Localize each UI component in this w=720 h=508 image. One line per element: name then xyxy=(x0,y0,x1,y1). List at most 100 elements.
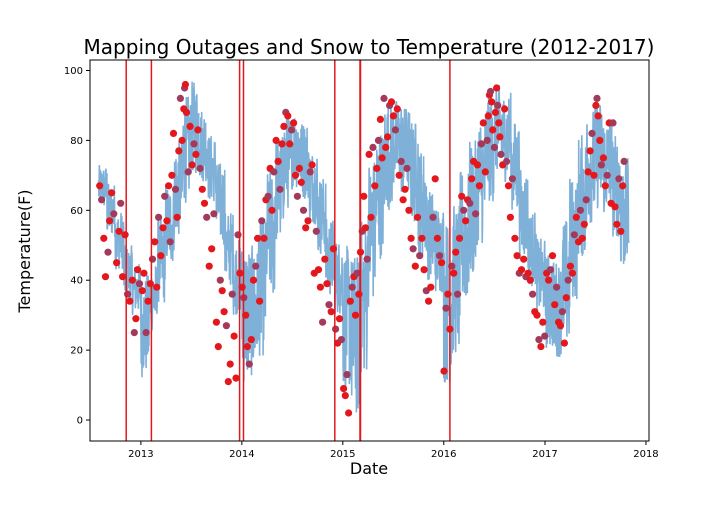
outage-point xyxy=(343,371,351,379)
outage-point xyxy=(119,273,127,281)
outage-point xyxy=(169,129,178,137)
outage-point xyxy=(617,227,625,235)
outage-point xyxy=(369,143,377,151)
outage-point xyxy=(546,266,555,274)
outage-point xyxy=(481,168,489,176)
outage-point xyxy=(580,220,588,228)
outage-point xyxy=(603,171,611,179)
outage-point xyxy=(299,206,308,214)
outage-point xyxy=(594,112,602,120)
outage-point xyxy=(332,325,340,333)
outage-point xyxy=(208,245,216,253)
outage-point xyxy=(106,217,114,225)
outage-point xyxy=(494,101,502,109)
outage-point xyxy=(468,175,476,183)
outage-point xyxy=(533,311,541,319)
outage-point xyxy=(496,133,504,141)
outage-point xyxy=(113,259,121,267)
outage-point xyxy=(529,290,537,298)
x-tick-label: 2017 xyxy=(532,449,557,460)
outage-point xyxy=(276,185,284,193)
y-tick-label: 60 xyxy=(70,206,83,217)
outage-point xyxy=(284,112,292,120)
outage-point xyxy=(306,168,314,176)
outage-point xyxy=(411,262,419,270)
outage-point xyxy=(361,224,370,232)
outage-point xyxy=(433,234,441,242)
axes-frame xyxy=(89,59,650,442)
x-tick-label: 2015 xyxy=(330,449,355,460)
outage-point xyxy=(128,276,136,284)
outage-point xyxy=(228,290,236,298)
x-tick-label: 2013 xyxy=(128,449,153,460)
outage-point xyxy=(321,255,329,263)
x-tick-label: 2016 xyxy=(431,449,456,460)
outage-point xyxy=(290,119,298,127)
outage-point xyxy=(466,199,474,207)
outage-point xyxy=(138,287,146,295)
outage-point xyxy=(186,122,194,130)
outage-point xyxy=(117,199,125,207)
outage-point xyxy=(609,119,617,127)
outage-point xyxy=(295,164,303,172)
outage-point xyxy=(184,168,192,176)
outage-point xyxy=(592,101,600,109)
outage-point xyxy=(272,136,280,144)
outage-point xyxy=(258,217,266,225)
outage-point xyxy=(399,196,407,204)
outage-point xyxy=(337,336,345,344)
outage-point xyxy=(429,213,437,221)
outage-point xyxy=(376,115,384,123)
outage-point xyxy=(597,161,606,169)
outage-point xyxy=(218,287,226,295)
outage-point xyxy=(504,182,513,190)
outage-point xyxy=(319,318,327,326)
outage-point xyxy=(104,248,112,256)
outage-point xyxy=(220,308,228,316)
outage-point xyxy=(560,339,569,347)
temperature-line xyxy=(97,81,630,413)
outage-point xyxy=(556,322,565,330)
outage-point xyxy=(450,269,458,277)
outage-point xyxy=(210,210,218,218)
outage-point xyxy=(293,192,301,200)
outage-point xyxy=(196,164,204,172)
outage-point xyxy=(397,157,405,165)
outage-point xyxy=(188,161,196,169)
outage-point xyxy=(436,252,444,260)
outage-point xyxy=(101,273,110,281)
outage-point xyxy=(340,385,348,393)
outage-point xyxy=(541,332,549,340)
outage-point xyxy=(348,283,356,291)
outage-point xyxy=(601,182,609,190)
outage-point xyxy=(374,136,383,144)
outage-point xyxy=(121,231,129,239)
outage-point xyxy=(472,210,480,218)
outage-point xyxy=(286,140,294,148)
outage-point xyxy=(473,161,482,169)
outage-point xyxy=(274,157,282,165)
outage-point xyxy=(148,255,157,263)
outage-point xyxy=(335,315,344,323)
outage-point xyxy=(146,280,154,288)
outage-point xyxy=(278,140,286,148)
outage-point xyxy=(572,213,580,221)
outage-point xyxy=(234,231,242,239)
x-tick-label: 2014 xyxy=(229,449,254,460)
outage-point xyxy=(455,234,464,242)
outage-point xyxy=(304,217,312,225)
outage-point xyxy=(490,143,498,151)
outage-point xyxy=(346,297,354,305)
outage-point xyxy=(297,178,305,186)
outage-point xyxy=(401,185,409,193)
outage-point xyxy=(489,126,497,134)
plot-area xyxy=(96,60,630,441)
outage-point xyxy=(462,217,470,225)
outage-point xyxy=(548,252,557,260)
outage-point xyxy=(537,343,545,351)
outage-point xyxy=(165,182,173,190)
outage-point xyxy=(345,409,353,417)
outage-point xyxy=(526,276,534,284)
